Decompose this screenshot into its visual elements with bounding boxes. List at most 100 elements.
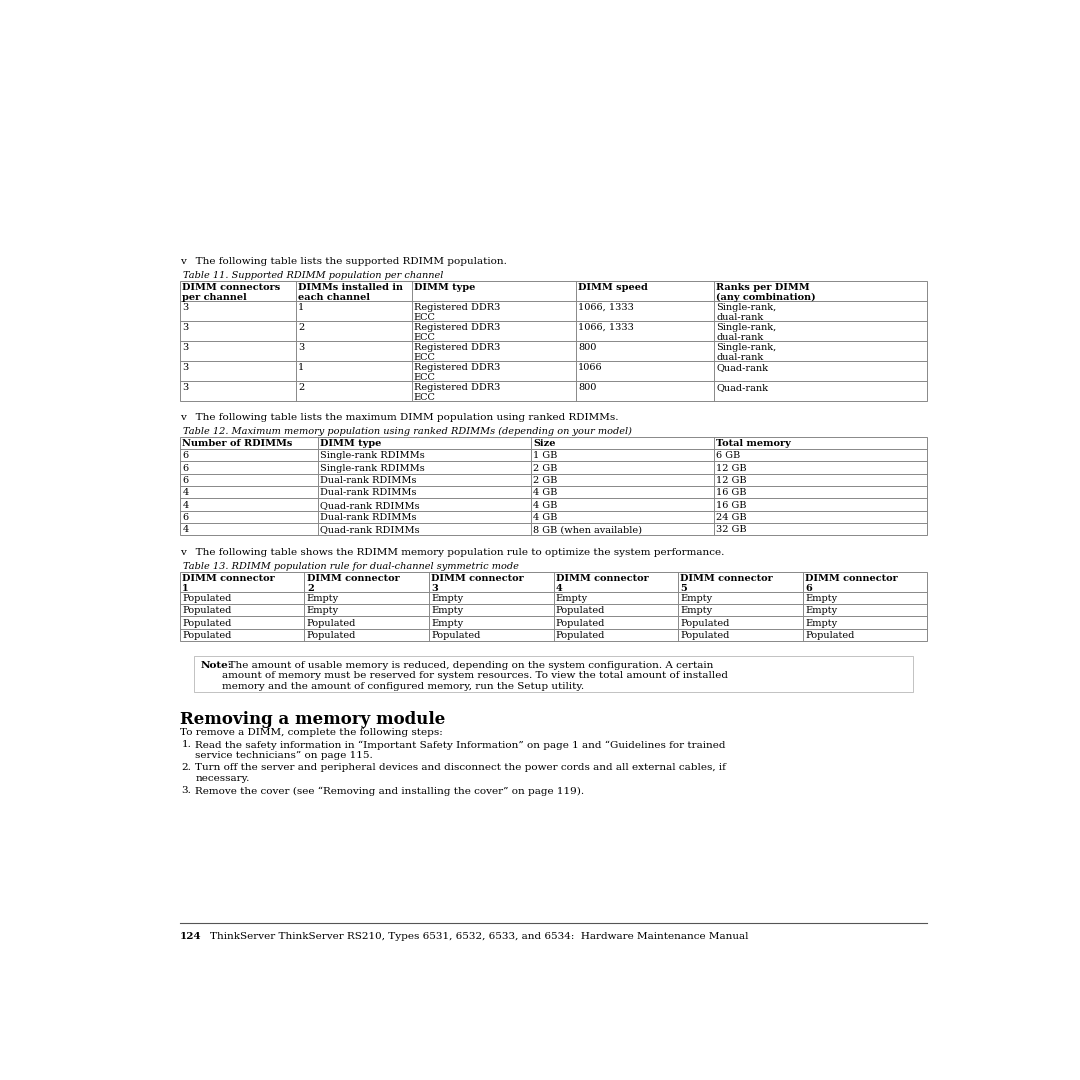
Text: Empty: Empty (680, 606, 713, 616)
Text: Single-rank,
dual-rank: Single-rank, dual-rank (716, 342, 777, 362)
Text: 2.: 2. (181, 764, 191, 772)
Text: Table 13. RDIMM population rule for dual-channel symmetric mode: Table 13. RDIMM population rule for dual… (183, 562, 518, 570)
Text: 16 GB: 16 GB (716, 501, 747, 510)
Text: 4: 4 (183, 501, 189, 510)
Text: Populated: Populated (183, 606, 231, 616)
Text: DIMM connector
5: DIMM connector 5 (680, 573, 773, 593)
Text: Quad-rank: Quad-rank (716, 383, 769, 392)
Text: Registered DDR3
ECC: Registered DDR3 ECC (414, 363, 500, 382)
Text: 12 GB: 12 GB (716, 463, 747, 473)
Text: 2 GB: 2 GB (534, 463, 557, 473)
Text: 3: 3 (183, 383, 189, 392)
Text: Dual-rank RDIMMs: Dual-rank RDIMMs (321, 476, 417, 485)
Text: 6: 6 (183, 451, 188, 460)
Text: 3: 3 (183, 342, 189, 352)
Text: 3: 3 (298, 342, 305, 352)
Text: Registered DDR3
ECC: Registered DDR3 ECC (414, 383, 500, 403)
Text: 4 GB: 4 GB (534, 513, 557, 522)
Text: DIMM speed: DIMM speed (578, 283, 648, 292)
Text: 32 GB: 32 GB (716, 525, 747, 535)
Text: Single-rank,
dual-rank: Single-rank, dual-rank (716, 302, 777, 322)
Text: DIMM connector
1: DIMM connector 1 (183, 573, 275, 593)
Text: Populated: Populated (805, 631, 854, 639)
Text: Populated: Populated (307, 619, 356, 627)
Text: 8 GB (when available): 8 GB (when available) (534, 525, 643, 535)
Text: Empty: Empty (307, 594, 339, 603)
Text: Registered DDR3
ECC: Registered DDR3 ECC (414, 323, 500, 342)
Text: DIMM type: DIMM type (321, 440, 382, 448)
Text: 3: 3 (183, 323, 189, 332)
Text: 3.: 3. (181, 786, 191, 795)
Text: Empty: Empty (805, 606, 837, 616)
Text: DIMM type: DIMM type (414, 283, 475, 292)
Text: 24 GB: 24 GB (716, 513, 747, 522)
Text: Empty: Empty (431, 594, 463, 603)
Text: 1 GB: 1 GB (534, 451, 557, 460)
Text: 3: 3 (183, 363, 189, 372)
Text: Populated: Populated (680, 631, 730, 639)
Text: Populated: Populated (431, 631, 481, 639)
Text: 800: 800 (578, 342, 596, 352)
Text: Note:: Note: (200, 661, 232, 670)
Text: Populated: Populated (556, 606, 605, 616)
Text: Empty: Empty (556, 594, 588, 603)
Text: Empty: Empty (805, 594, 837, 603)
Text: Table 11. Supported RDIMM population per channel: Table 11. Supported RDIMM population per… (183, 270, 444, 280)
Text: 4 GB: 4 GB (534, 501, 557, 510)
Text: Single-rank RDIMMs: Single-rank RDIMMs (321, 463, 426, 473)
Text: Empty: Empty (307, 606, 339, 616)
Text: 4 GB: 4 GB (534, 488, 557, 498)
Text: DIMM connector
2: DIMM connector 2 (307, 573, 400, 593)
Text: Total memory: Total memory (716, 440, 792, 448)
Text: Populated: Populated (183, 619, 231, 627)
Text: 3: 3 (183, 302, 189, 312)
Text: Empty: Empty (431, 606, 463, 616)
Text: Removing a memory module: Removing a memory module (180, 711, 445, 728)
Text: 6: 6 (183, 463, 188, 473)
Text: Populated: Populated (680, 619, 730, 627)
Text: v   The following table lists the maximum DIMM population using ranked RDIMMs.: v The following table lists the maximum … (180, 413, 619, 422)
Text: DIMM connector
6: DIMM connector 6 (805, 573, 897, 593)
Bar (180, 571, 927, 640)
Text: Empty: Empty (805, 619, 837, 627)
Text: Single-rank,
dual-rank: Single-rank, dual-rank (716, 323, 777, 342)
Bar (180, 281, 927, 401)
Text: Quad-rank RDIMMs: Quad-rank RDIMMs (321, 501, 420, 510)
Text: Dual-rank RDIMMs: Dual-rank RDIMMs (321, 513, 417, 522)
Text: ThinkServer ThinkServer RS210, Types 6531, 6532, 6533, and 6534:  Hardware Maint: ThinkServer ThinkServer RS210, Types 653… (197, 932, 748, 941)
Text: DIMM connector
3: DIMM connector 3 (431, 573, 524, 593)
Text: DIMMs installed in
each channel: DIMMs installed in each channel (298, 283, 403, 302)
Text: To remove a DIMM, complete the following steps:: To remove a DIMM, complete the following… (180, 728, 443, 737)
Bar (180, 436, 927, 536)
Text: 1066, 1333: 1066, 1333 (578, 302, 634, 312)
Text: Dual-rank RDIMMs: Dual-rank RDIMMs (321, 488, 417, 498)
Text: 6: 6 (183, 513, 188, 522)
Text: Quad-rank RDIMMs: Quad-rank RDIMMs (321, 525, 420, 535)
Text: Populated: Populated (307, 631, 356, 639)
Text: 4: 4 (183, 525, 189, 535)
Text: Populated: Populated (183, 594, 231, 603)
Text: Read the safety information in “Important Safety Information” on page 1 and “Gui: Read the safety information in “Importan… (195, 740, 726, 760)
Text: Populated: Populated (183, 631, 231, 639)
Text: 2 GB: 2 GB (534, 476, 557, 485)
Text: v   The following table lists the supported RDIMM population.: v The following table lists the supporte… (180, 257, 507, 266)
Text: 12 GB: 12 GB (716, 476, 747, 485)
Text: Populated: Populated (556, 631, 605, 639)
Text: Empty: Empty (431, 619, 463, 627)
Text: Table 12. Maximum memory population using ranked RDIMMs (depending on your model: Table 12. Maximum memory population usin… (183, 427, 632, 436)
Text: 800: 800 (578, 383, 596, 392)
Text: v   The following table shows the RDIMM memory population rule to optimize the s: v The following table shows the RDIMM me… (180, 548, 725, 556)
Text: Number of RDIMMs: Number of RDIMMs (183, 440, 293, 448)
Text: Registered DDR3
ECC: Registered DDR3 ECC (414, 342, 500, 362)
Text: Empty: Empty (680, 594, 713, 603)
Text: Turn off the server and peripheral devices and disconnect the power cords and al: Turn off the server and peripheral devic… (195, 764, 727, 783)
Text: 6: 6 (183, 476, 188, 485)
Text: 6 GB: 6 GB (716, 451, 741, 460)
Text: 1.: 1. (181, 740, 191, 750)
Text: DIMM connector
4: DIMM connector 4 (556, 573, 649, 593)
Bar (194, 657, 913, 692)
Text: Populated: Populated (556, 619, 605, 627)
Text: 4: 4 (183, 488, 189, 498)
Text: 2: 2 (298, 383, 305, 392)
Text: DIMM connectors
per channel: DIMM connectors per channel (183, 283, 281, 302)
